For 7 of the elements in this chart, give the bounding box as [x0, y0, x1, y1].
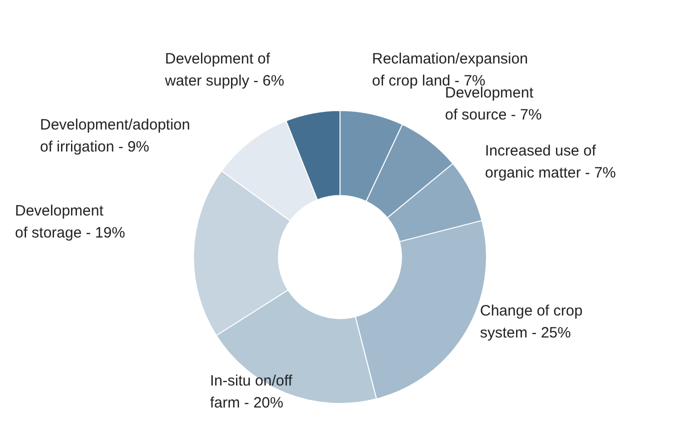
- slice-label: Development of storage - 19%: [15, 202, 126, 242]
- slice-label: Change of crop system - 25%: [480, 302, 583, 342]
- slice-label: Development of water supply - 6%: [164, 50, 284, 90]
- slice-label: In-situ on/off farm - 20%: [210, 372, 294, 412]
- slice-label: Development of source - 7%: [445, 84, 542, 124]
- slice-label: Increased use of organic matter - 7%: [485, 142, 616, 182]
- slice-label: Development/adoption of irrigation - 9%: [40, 116, 190, 156]
